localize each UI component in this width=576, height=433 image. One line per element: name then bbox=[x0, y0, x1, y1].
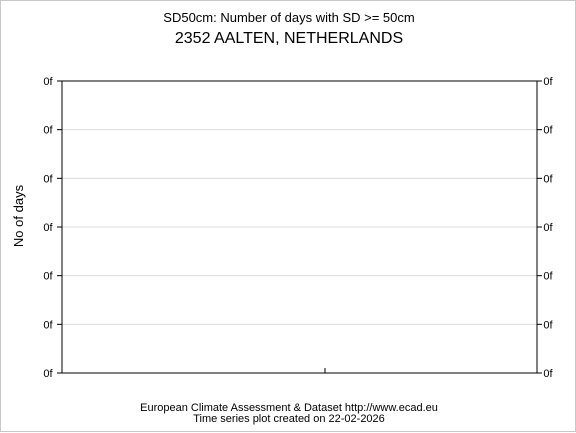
grid-lines bbox=[62, 129, 537, 325]
y-tick-label: 0f bbox=[543, 222, 553, 234]
footer-created: Time series plot created on 22-02-2026 bbox=[193, 413, 385, 425]
y-tick-labels-right: 0f 0f 0f 0f 0f 0f 0f bbox=[537, 76, 554, 380]
y-tick-label: 0f bbox=[543, 271, 553, 283]
y-tick-label: 0f bbox=[543, 173, 553, 185]
y-tick-label: 0f bbox=[43, 222, 53, 234]
y-tick-label: 0f bbox=[543, 319, 553, 331]
y-tick-label: 0f bbox=[43, 173, 53, 185]
chart-title: SD50cm: Number of days with SD >= 50cm bbox=[163, 10, 414, 25]
y-tick-label: 0f bbox=[43, 368, 53, 380]
y-tick-label: 0f bbox=[543, 125, 553, 137]
y-tick-label: 0f bbox=[43, 319, 53, 331]
y-tick-labels-left: 0f 0f 0f 0f 0f 0f 0f bbox=[43, 76, 62, 380]
y-tick-label: 0f bbox=[43, 76, 53, 88]
y-tick-label: 0f bbox=[543, 76, 553, 88]
chart-subtitle: 2352 AALTEN, NETHERLANDS bbox=[175, 30, 403, 47]
y-tick-label: 0f bbox=[43, 271, 53, 283]
footer-credit: European Climate Assessment & Dataset ht… bbox=[140, 402, 438, 414]
y-tick-label: 0f bbox=[43, 125, 53, 137]
y-axis-label: No of days bbox=[11, 184, 26, 247]
y-tick-label: 0f bbox=[543, 368, 553, 380]
